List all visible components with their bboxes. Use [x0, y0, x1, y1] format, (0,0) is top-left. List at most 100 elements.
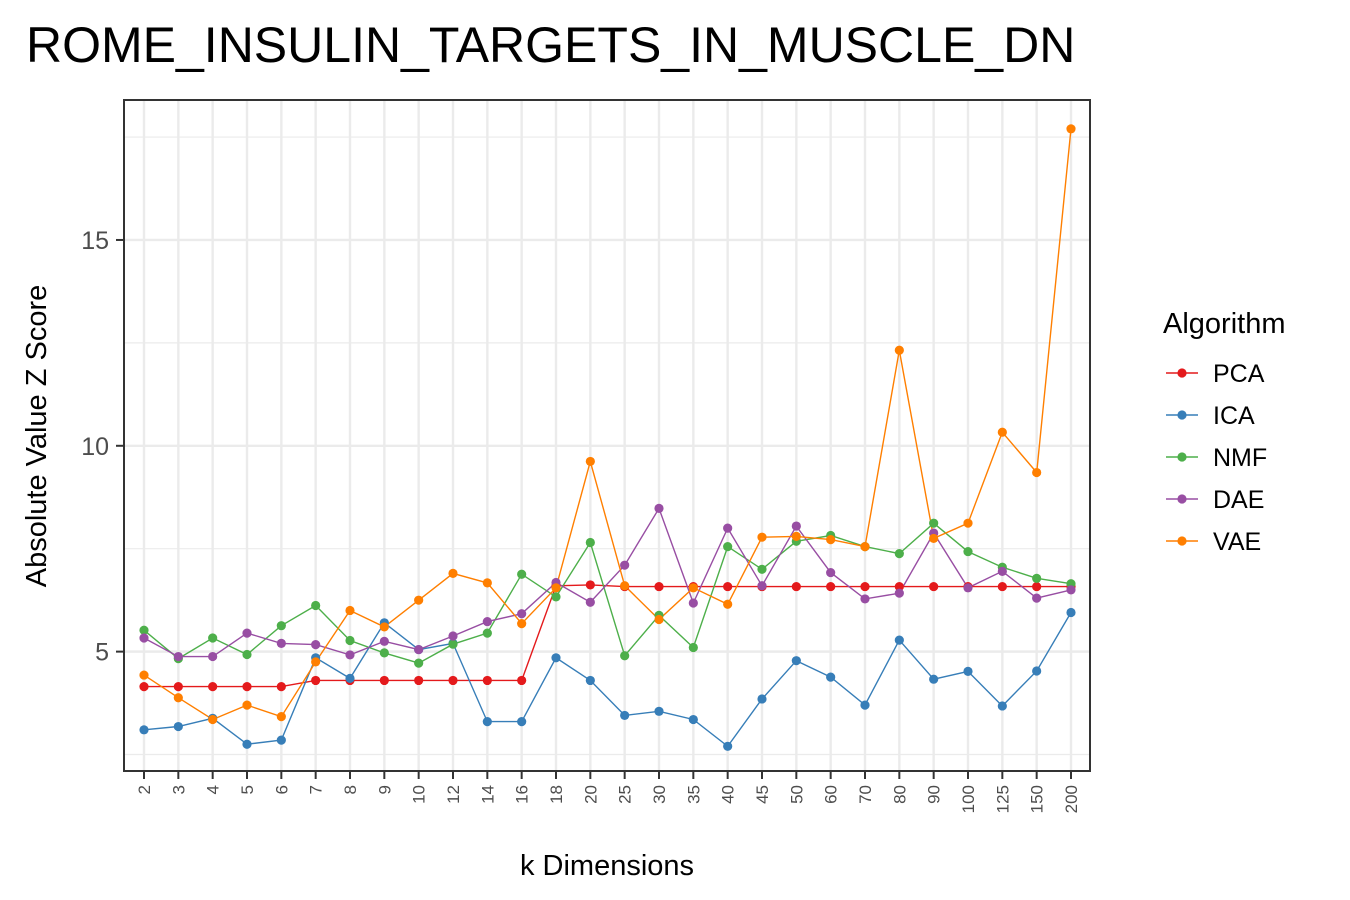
x-tick-label: 125 — [993, 785, 1012, 813]
data-point-nmf — [311, 600, 321, 611]
data-point-vae — [860, 542, 870, 552]
x-tick-label: 14 — [478, 785, 497, 804]
x-tick-label: 90 — [925, 785, 944, 804]
y-tick-label: 10 — [81, 433, 109, 461]
data-point-dae — [242, 628, 252, 638]
legend-label-vae: VAE — [1213, 528, 1261, 556]
data-point-dae — [1066, 585, 1076, 595]
data-point-nmf — [723, 542, 733, 552]
chart-title: ROME_INSULIN_TARGETS_IN_MUSCLE_DN — [26, 17, 1075, 73]
series-line-nmf — [143, 522, 1072, 664]
data-point-dae — [723, 523, 733, 533]
data-point-ica — [929, 674, 939, 684]
x-tick-label: 80 — [890, 785, 909, 804]
data-point-ica — [345, 673, 355, 683]
legend-title: Algorithm — [1163, 308, 1286, 340]
legend-label-ica: ICA — [1213, 402, 1255, 430]
data-point-nmf — [585, 537, 595, 548]
data-point-vae — [242, 700, 252, 710]
data-point-vae — [311, 657, 321, 667]
x-tick-label: 9 — [375, 785, 394, 794]
x-tick-label: 20 — [581, 785, 600, 804]
data-point-ica — [826, 672, 836, 682]
data-point-vae — [688, 583, 698, 593]
data-point-dae — [620, 560, 630, 570]
data-point-vae — [894, 345, 904, 355]
data-point-vae — [723, 599, 733, 609]
data-point-ica — [688, 714, 698, 725]
data-point-dae — [894, 588, 904, 598]
data-point-vae — [448, 568, 458, 579]
data-point-nmf — [929, 518, 939, 528]
data-point-vae — [620, 581, 630, 591]
data-point-vae — [997, 427, 1007, 437]
data-point-pca — [311, 675, 321, 686]
data-point-pca — [791, 581, 801, 592]
series-line-ica — [143, 612, 1072, 748]
data-point-vae — [517, 619, 527, 629]
data-point-vae — [585, 456, 595, 467]
data-point-pca — [826, 581, 836, 592]
series-line-dae — [143, 506, 1072, 658]
x-tick-label: 7 — [307, 785, 326, 794]
data-point-nmf — [448, 639, 458, 649]
data-point-pca — [517, 675, 527, 686]
data-point-dae — [963, 583, 973, 593]
legend-key-point-dae — [1177, 494, 1187, 504]
data-point-pca — [1032, 581, 1042, 592]
x-tick-label: 3 — [169, 785, 188, 794]
data-point-pca — [242, 682, 252, 692]
x-tick-label: 100 — [959, 785, 978, 813]
x-tick-label: 8 — [341, 785, 360, 794]
data-point-pca — [173, 682, 183, 692]
x-tick-label: 200 — [1062, 785, 1081, 813]
data-point-ica — [963, 666, 973, 676]
x-tick-label: 45 — [753, 785, 772, 804]
data-point-vae — [1066, 124, 1076, 134]
legend-key-point-pca — [1177, 368, 1187, 378]
data-point-ica — [1066, 607, 1076, 618]
x-tick-label: 18 — [547, 785, 566, 804]
data-point-nmf — [414, 658, 424, 668]
x-tick-label: 6 — [272, 785, 291, 794]
x-tick-label: 60 — [822, 785, 841, 804]
x-axis-title: k Dimensions — [520, 850, 694, 882]
data-point-ica — [757, 694, 767, 704]
data-point-nmf — [963, 546, 973, 557]
data-point-dae — [345, 650, 355, 660]
data-point-nmf — [757, 564, 767, 574]
data-point-dae — [517, 609, 527, 619]
data-point-nmf — [1032, 573, 1042, 583]
data-point-nmf — [894, 549, 904, 559]
series-line-pca — [144, 584, 1071, 688]
data-point-pca — [379, 675, 389, 686]
data-point-vae — [654, 614, 664, 625]
data-point-dae — [482, 616, 492, 627]
x-tick-label: 150 — [1028, 785, 1047, 813]
data-point-vae — [139, 670, 149, 680]
x-tick-label: 5 — [238, 785, 257, 794]
legend: Algorithm PCA ICA NMF DAE VAE — [1163, 308, 1286, 556]
x-tick-label: 50 — [787, 785, 806, 804]
data-point-pca — [894, 581, 904, 592]
y-axis-title: Absolute Value Z Score — [21, 285, 53, 588]
data-point-ica — [551, 653, 561, 663]
data-point-dae — [791, 521, 801, 531]
data-point-ica — [482, 717, 492, 727]
legend-key-point-nmf — [1177, 452, 1187, 462]
x-tick-label: 12 — [444, 785, 463, 804]
data-point-ica — [654, 706, 664, 716]
data-point-vae — [345, 605, 355, 616]
data-point-nmf — [242, 649, 252, 660]
legend-label-pca: PCA — [1213, 360, 1265, 388]
x-tick-label: 30 — [650, 785, 669, 804]
x-tick-label: 10 — [410, 785, 429, 804]
data-point-pca — [860, 581, 870, 592]
data-point-vae — [208, 714, 218, 725]
data-point-dae — [1032, 593, 1042, 603]
data-point-nmf — [620, 651, 630, 661]
data-point-nmf — [688, 642, 698, 653]
x-tick-label: 70 — [856, 785, 875, 804]
